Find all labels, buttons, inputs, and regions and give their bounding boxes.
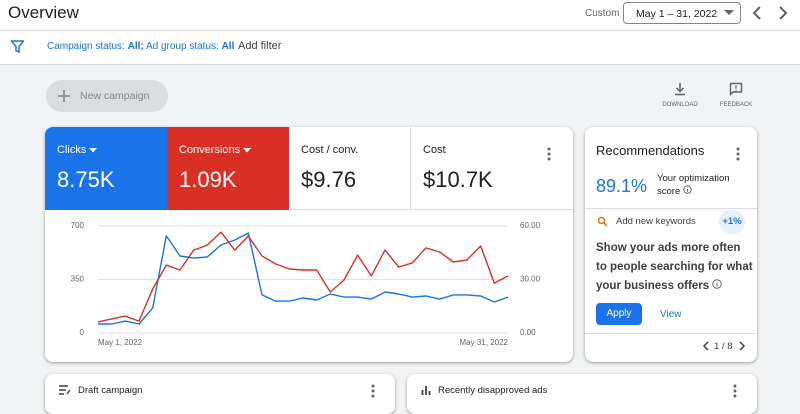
filter-bar: Campaign status: All; Ad group status: A…	[0, 31, 800, 65]
divider	[585, 333, 757, 334]
metric-name: Clicks	[57, 144, 167, 158]
date-range: May 1 – 31, 2022	[636, 8, 718, 20]
new-campaign-button[interactable]: New campaign	[46, 80, 168, 112]
optimization-score: 89.1%	[596, 176, 648, 196]
filter-label: Ad group status:	[145, 41, 219, 52]
apply-button[interactable]: Apply	[596, 303, 642, 325]
metric-tile[interactable]: Cost / conv. $9.76	[289, 127, 411, 210]
filter-value: All	[127, 41, 141, 52]
filter-icon[interactable]	[11, 40, 24, 53]
next-page[interactable]	[738, 341, 746, 351]
metric-value: $10.7K	[423, 167, 493, 192]
disapproved-card: Recently disapproved ads	[407, 374, 757, 414]
bars-icon	[421, 386, 431, 395]
button-label: New campaign	[80, 90, 150, 102]
score-label: Your optimization score	[657, 173, 739, 198]
download-icon	[675, 83, 685, 96]
metric-value: 1.09K	[179, 167, 237, 192]
metric-name: Conversions	[179, 144, 289, 158]
filter-label: Campaign status:	[47, 41, 125, 52]
draft-icon	[59, 385, 71, 395]
performance-card: Clicks 8.75K Conversions 1.09K Cost / co…	[45, 127, 573, 362]
metric-tile[interactable]: Cost $10.7K	[411, 127, 533, 210]
filter-summary[interactable]: Campaign status: All; Ad group status: A…	[47, 41, 234, 52]
metric-name: Cost / conv.	[301, 144, 359, 156]
filter-separator: ;	[140, 41, 144, 52]
metric-value: $9.76	[301, 167, 357, 192]
download-label: DOWNLOAD	[662, 102, 698, 108]
recommendation-item: Add new keywords	[616, 216, 696, 227]
more-menu[interactable]	[732, 383, 738, 399]
draft-card: Draft campaign	[45, 374, 395, 414]
recommendation-headline: Show your ads more often to people searc…	[596, 239, 754, 296]
more-menu[interactable]	[370, 383, 376, 399]
headline-text: Show your ads more often to people searc…	[596, 242, 753, 292]
view-link[interactable]: View	[660, 309, 682, 320]
more-menu[interactable]	[546, 146, 552, 162]
keyword-icon	[597, 216, 608, 227]
dropdown-icon	[724, 10, 734, 15]
prev-button[interactable]	[750, 5, 764, 21]
dropdown-icon	[89, 148, 98, 153]
tile-spacer	[533, 127, 573, 210]
metric-tile[interactable]: Conversions 1.09K	[167, 127, 289, 210]
filter-value: All	[221, 41, 235, 52]
custom-label: Custom	[585, 8, 620, 19]
card-title: Draft campaign	[78, 385, 143, 396]
date-picker[interactable]: May 1 – 31, 2022	[623, 2, 741, 24]
uplift-badge: +1%	[719, 210, 745, 234]
metric-name: Cost	[423, 144, 446, 156]
next-button[interactable]	[776, 5, 790, 21]
metric-value: 8.75K	[57, 167, 115, 192]
plus-icon	[58, 90, 70, 102]
card-title: Recommendations	[596, 143, 705, 158]
recommendations-card: Recommendations 89.1% Your optimization …	[585, 127, 757, 362]
info-icon	[712, 279, 723, 289]
feedback-button[interactable]: FEEDBACK	[716, 82, 756, 112]
feedback-label: FEEDBACK	[719, 102, 753, 108]
feedback-icon	[729, 82, 743, 96]
metric-name-text: Conversions	[179, 144, 241, 156]
top-bar: Overview Custom May 1 – 31, 2022	[0, 0, 800, 31]
download-button[interactable]: DOWNLOAD	[660, 82, 700, 112]
card-title: Recently disapproved ads	[438, 385, 548, 396]
metric-tile[interactable]: Clicks 8.75K	[45, 127, 167, 210]
metric-name-text: Clicks	[57, 144, 87, 156]
page-title: Overview	[8, 3, 79, 22]
info-icon	[683, 185, 692, 194]
dropdown-icon	[243, 148, 252, 153]
add-filter[interactable]: Add filter	[238, 40, 282, 52]
pager: 1 / 8	[714, 341, 733, 352]
score-label-text: Your optimization score	[657, 173, 730, 197]
more-menu[interactable]	[735, 146, 741, 162]
divider	[585, 208, 757, 209]
prev-page[interactable]	[702, 341, 710, 351]
